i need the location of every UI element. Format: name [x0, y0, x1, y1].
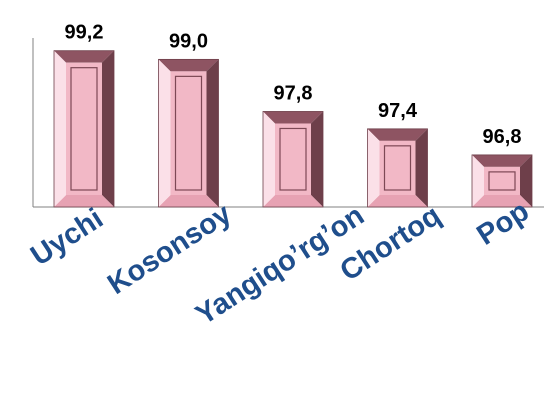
bar-inner-frame	[70, 67, 98, 191]
bar-face	[66, 62, 102, 196]
bar	[367, 128, 428, 208]
bar-outline	[262, 111, 324, 208]
bar-bevel-left	[54, 50, 66, 208]
value-label: 97,8	[274, 82, 313, 104]
bar-bevel-right	[102, 50, 114, 208]
bar-bevel-bottom	[158, 195, 219, 207]
bars-layer	[53, 50, 533, 208]
bar-bevel-bottom	[54, 195, 114, 207]
bar-bevel-bottom	[367, 195, 428, 207]
bar-bevel-bottom	[472, 195, 532, 207]
bar	[53, 50, 115, 208]
bar-outline	[367, 128, 428, 208]
bar-bevel-top	[367, 128, 428, 141]
bar-outline	[471, 154, 533, 208]
bar-bevel-top	[472, 154, 532, 167]
bar-inner-frame	[279, 127, 307, 191]
bar-bevel-right	[520, 154, 532, 207]
bar	[158, 58, 219, 208]
bar-bevel-top	[54, 50, 114, 63]
value-label: 96,8	[483, 126, 522, 148]
category-label: Uychi	[25, 203, 109, 273]
bar-bevel-top	[158, 59, 219, 72]
value-label: 99,2	[65, 22, 104, 44]
bar-inner-frame	[488, 171, 516, 191]
value-label: 99,0	[169, 30, 208, 52]
bar-bevel-right	[311, 111, 323, 207]
value-label: 97,4	[378, 100, 418, 122]
bar	[262, 111, 324, 208]
bar-inner-frame	[383, 145, 412, 191]
bar-inner-frame	[174, 75, 203, 191]
bar-bevel-left	[367, 128, 380, 207]
bar-bevel-left	[263, 111, 275, 207]
bar-face	[170, 71, 207, 195]
bar-face	[379, 140, 416, 195]
category-label: Kosonsoy	[102, 198, 237, 301]
bar-bevel-bottom	[263, 195, 323, 207]
bar-bevel-right	[415, 128, 428, 207]
bar	[471, 154, 533, 208]
bar-bevel-left	[158, 59, 171, 207]
bar-outline	[53, 50, 115, 208]
bar-outline	[158, 58, 219, 208]
bar-face	[275, 123, 311, 195]
bar-bevel-left	[472, 154, 484, 207]
bar-bevel-top	[263, 111, 323, 124]
bar-bevel-right	[206, 59, 219, 207]
